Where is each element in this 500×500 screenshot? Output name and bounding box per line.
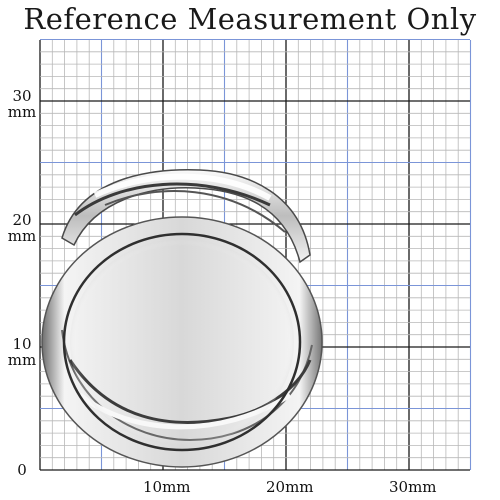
y-label-10: 10 mm [7, 335, 37, 369]
ring-back-band [61, 169, 311, 264]
x-label-30mm: 30mm [389, 478, 437, 496]
y-label-20: 20 mm [7, 211, 37, 245]
page-title: Reference Measurement Only [23, 2, 477, 36]
y-label-30: 30 mm [7, 87, 37, 121]
x-label-20mm: 20mm [266, 478, 314, 496]
y-label-0: 0 [17, 461, 27, 479]
x-label-10mm: 10mm [143, 478, 191, 496]
ring-inner-opening [62, 232, 302, 452]
